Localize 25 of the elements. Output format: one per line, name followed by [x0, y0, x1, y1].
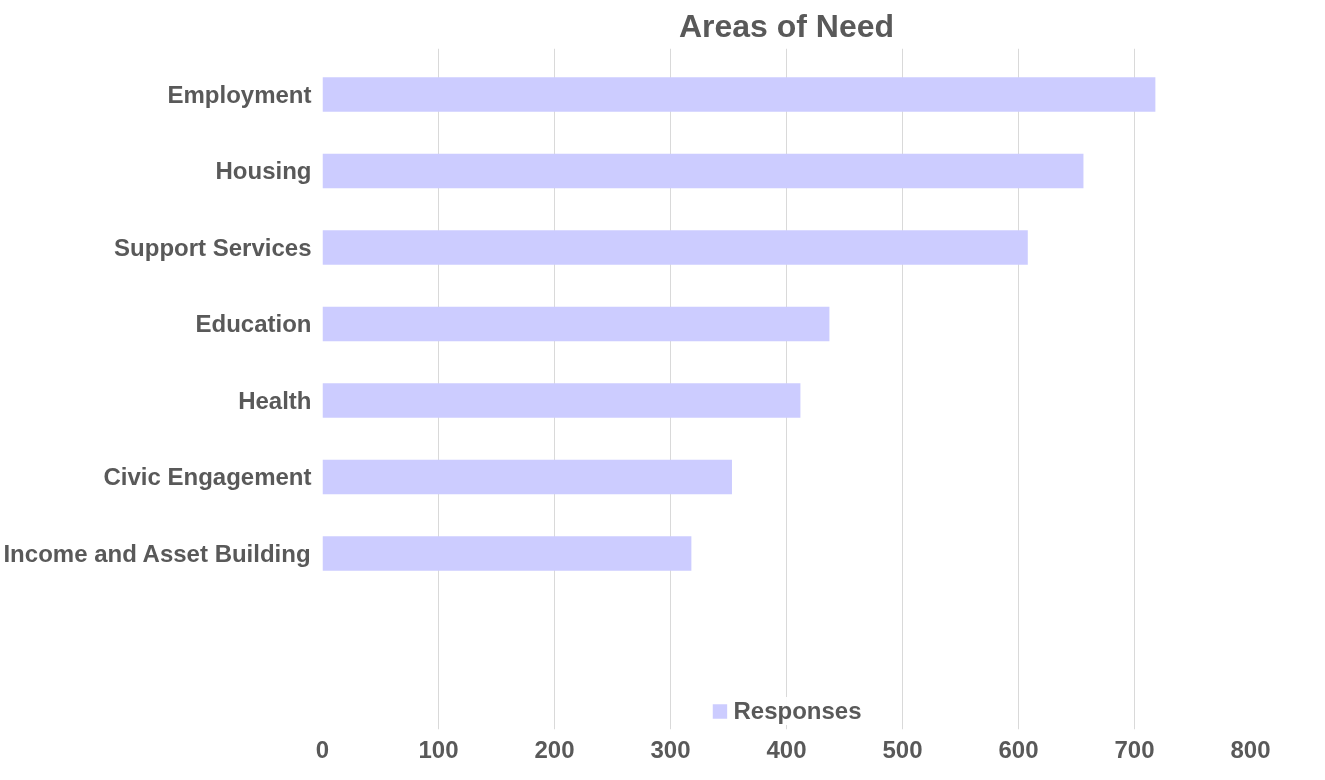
x-tick-label: 300: [650, 735, 691, 763]
x-tick-label: 200: [534, 735, 575, 763]
x-tick-label: 500: [882, 735, 923, 763]
x-tick-label: 400: [766, 735, 807, 763]
y-tick-label: Income and Asset Building: [3, 540, 311, 568]
x-tick-label: 800: [1230, 735, 1271, 763]
x-tick-label: 0: [315, 735, 330, 763]
y-tick-label: Employment: [167, 80, 312, 108]
bar: [322, 230, 1028, 265]
y-tick-label: Education: [195, 310, 312, 338]
y-tick-label: Support Services: [114, 233, 312, 261]
chart-title: Areas of Need: [678, 7, 895, 44]
y-tick-label: Civic Engagement: [103, 463, 312, 491]
bar: [322, 77, 1156, 112]
x-tick-label: 700: [1114, 735, 1155, 763]
bar: [322, 306, 830, 342]
bar: [322, 459, 732, 495]
y-tick-label: Health: [238, 386, 312, 414]
x-tick-label: 600: [998, 735, 1039, 763]
legend-label: Responses: [733, 697, 862, 725]
x-tick-label: 100: [418, 735, 459, 763]
bar: [322, 383, 801, 418]
bar: [322, 153, 1084, 189]
bar: [322, 536, 692, 571]
y-tick-label: Housing: [215, 157, 312, 185]
